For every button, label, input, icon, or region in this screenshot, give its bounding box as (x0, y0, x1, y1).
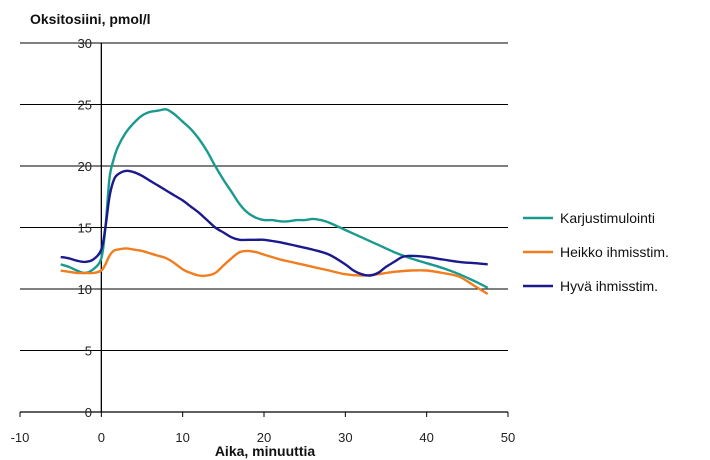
series-line-1 (60, 247, 489, 295)
legend: Karjustimulointi Heikko ihmisstim. Hyvä ih… (523, 210, 669, 294)
gridlines (20, 42, 508, 413)
y-tick-label-0: 0 (85, 405, 92, 420)
legend-label-2: Hyvä ihmisstim. (560, 278, 658, 294)
x-tick-label-50: 50 (501, 430, 515, 445)
x-tick-label-10: 10 (175, 430, 189, 445)
x-tick-label-30: 30 (338, 430, 352, 445)
x-tick-label-0: 0 (98, 430, 105, 445)
series-lines (60, 108, 489, 295)
legend-label-0: Karjustimulointi (560, 210, 655, 226)
legend-label-1: Heikko ihmisstim. (560, 244, 669, 260)
x-tick-label-20: 20 (257, 430, 271, 445)
series-line-2 (60, 169, 488, 277)
axes (19, 42, 509, 417)
series-line-0 (60, 108, 489, 289)
y-tick-label-15: 15 (78, 221, 92, 236)
y-tick-label-30: 30 (78, 36, 92, 51)
y-tick-label-25: 25 (78, 98, 92, 113)
y-tick-label-5: 5 (85, 344, 92, 359)
y-axis-label: Oksitosiini, pmol/l (30, 11, 151, 27)
y-tick-label-10: 10 (78, 282, 92, 297)
x-tick-label-40: 40 (419, 430, 433, 445)
y-tick-label-20: 20 (78, 159, 92, 174)
x-axis-label: Aika, minuuttia (215, 443, 316, 459)
x-tick-label--10: -10 (11, 430, 30, 445)
tick-labels: 0 5 10 15 20 25 30 -10 0 10 20 30 40 50 (11, 36, 516, 445)
